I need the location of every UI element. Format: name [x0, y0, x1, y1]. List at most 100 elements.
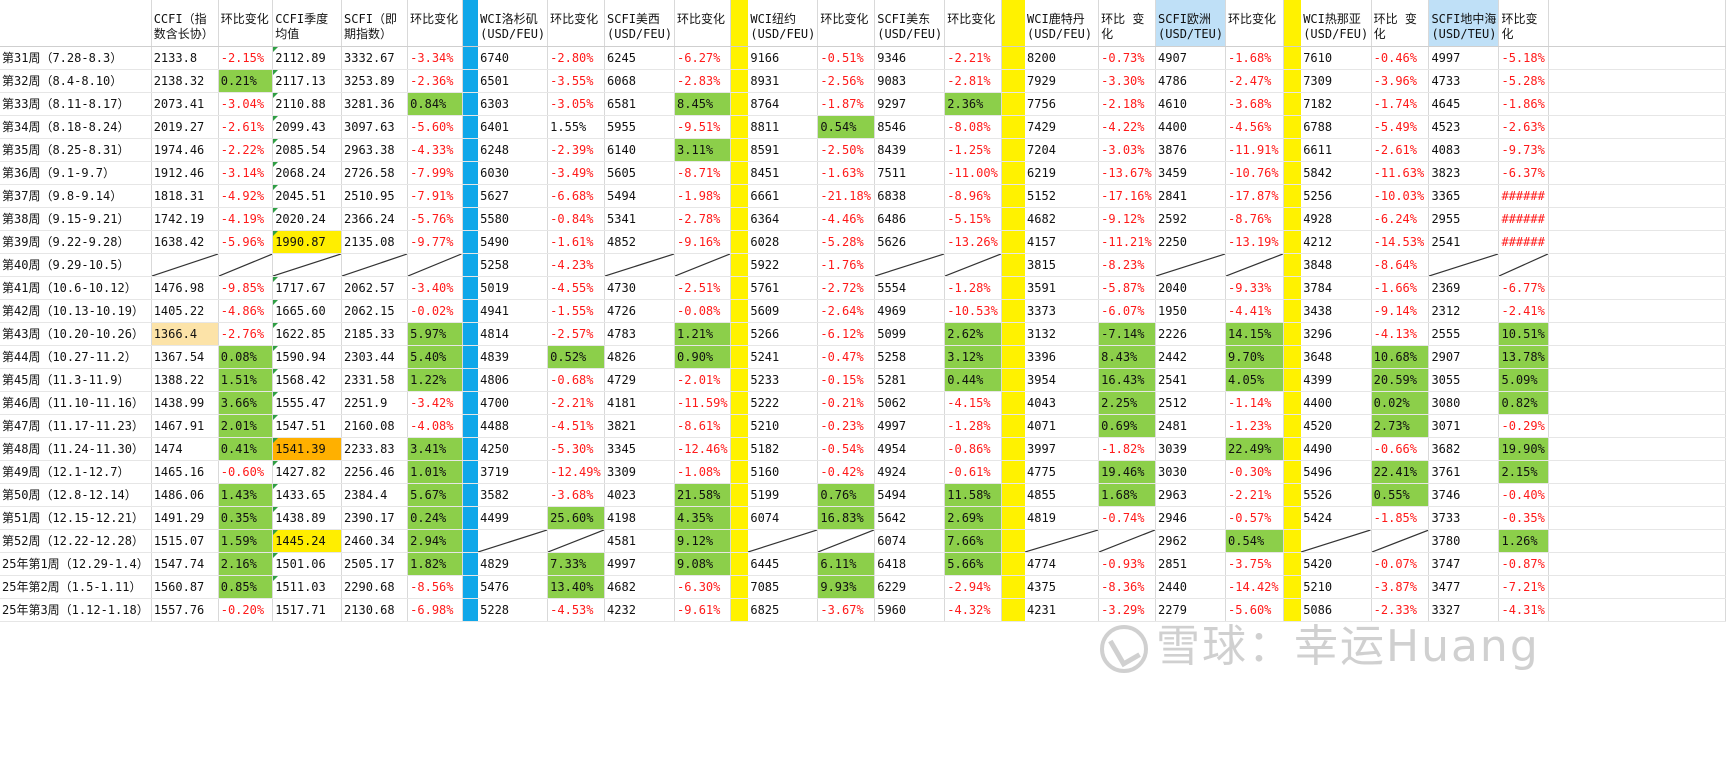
week-label-cell[interactable]: 第35周（8.25-8.31） — [0, 138, 152, 162]
change-cell[interactable]: 8.45% — [674, 92, 731, 116]
empty-slashed-cell[interactable] — [1025, 529, 1100, 553]
value-cell[interactable]: 6074 — [874, 529, 946, 553]
value-cell[interactable]: 1501.06 — [272, 552, 343, 576]
value-cell[interactable]: 4520 — [1301, 414, 1372, 438]
change-cell[interactable]: -0.47% — [817, 345, 876, 369]
value-cell[interactable]: 3747 — [1428, 552, 1500, 576]
week-label-cell[interactable]: 25年第2周（1.5-1.11） — [0, 575, 152, 599]
value-cell[interactable]: 5228 — [478, 598, 549, 622]
value-cell[interactable]: 3719 — [478, 460, 549, 484]
value-cell[interactable]: 3648 — [1301, 345, 1372, 369]
value-cell[interactable]: 4806 — [478, 368, 549, 392]
change-cell[interactable]: -3.03% — [1098, 138, 1157, 162]
change-cell[interactable]: -3.05% — [547, 92, 606, 116]
change-cell[interactable]: -9.85% — [218, 276, 274, 300]
change-cell[interactable]: -2.57% — [547, 322, 606, 346]
value-cell[interactable]: 5019 — [478, 276, 549, 300]
value-cell[interactable]: 4726 — [604, 299, 676, 323]
change-cell[interactable]: -7.21% — [1498, 575, 1550, 599]
change-cell[interactable]: 1.51% — [218, 368, 274, 392]
value-cell[interactable]: 2312 — [1428, 299, 1500, 323]
change-cell[interactable]: 25.60% — [547, 506, 606, 530]
change-cell[interactable]: -21.18% — [817, 184, 876, 208]
change-cell[interactable]: -0.66% — [1371, 437, 1430, 461]
change-cell[interactable]: 4.35% — [674, 506, 731, 530]
empty-slashed-cell[interactable] — [547, 529, 606, 553]
value-cell[interactable]: 1557.76 — [151, 598, 219, 622]
column-header[interactable]: WCI洛杉矶(USD/FEU) — [478, 0, 549, 47]
change-cell[interactable]: 1.21% — [674, 322, 731, 346]
value-cell[interactable]: 4969 — [874, 299, 946, 323]
value-cell[interactable]: 4814 — [478, 322, 549, 346]
value-cell[interactable]: 1912.46 — [151, 161, 219, 185]
change-cell[interactable]: -17.16% — [1098, 184, 1157, 208]
change-cell[interactable]: -4.19% — [218, 207, 274, 231]
value-cell[interactable]: 2117.13 — [272, 69, 343, 93]
change-cell[interactable]: -2.01% — [674, 368, 731, 392]
value-cell[interactable]: 4023 — [604, 483, 676, 507]
value-cell[interactable]: 4730 — [604, 276, 676, 300]
value-cell[interactable]: 4400 — [1155, 115, 1227, 139]
value-cell[interactable]: 5526 — [1301, 483, 1372, 507]
value-cell[interactable]: 1474 — [151, 437, 219, 461]
change-cell[interactable]: 0.90% — [674, 345, 731, 369]
value-cell[interactable]: 6501 — [478, 69, 549, 93]
value-cell[interactable]: 2592 — [1155, 207, 1227, 231]
value-cell[interactable]: 7085 — [748, 575, 819, 599]
value-cell[interactable]: 3733 — [1428, 506, 1500, 530]
change-cell[interactable]: -4.33% — [407, 138, 463, 162]
value-cell[interactable] — [1548, 69, 1726, 93]
change-cell[interactable]: -11.63% — [1371, 161, 1430, 185]
week-label-cell[interactable]: 第38周（9.15-9.21） — [0, 207, 152, 231]
value-cell[interactable]: 4083 — [1428, 138, 1500, 162]
change-cell[interactable]: -6.37% — [1498, 161, 1550, 185]
value-cell[interactable]: 5842 — [1301, 161, 1372, 185]
change-cell[interactable]: -6.30% — [674, 575, 731, 599]
change-cell[interactable]: -17.87% — [1225, 184, 1284, 208]
value-cell[interactable]: 2366.24 — [341, 207, 409, 231]
value-cell[interactable]: 4250 — [478, 437, 549, 461]
value-cell[interactable]: 2390.17 — [341, 506, 409, 530]
change-cell[interactable]: -5.87% — [1098, 276, 1157, 300]
value-cell[interactable]: 2963.38 — [341, 138, 409, 162]
change-cell[interactable]: -2.81% — [944, 69, 1003, 93]
change-cell[interactable]: -0.93% — [1098, 552, 1157, 576]
change-cell[interactable]: -3.30% — [1098, 69, 1157, 93]
value-cell[interactable]: 4157 — [1025, 230, 1100, 254]
change-cell[interactable]: 1.59% — [218, 529, 274, 553]
value-cell[interactable] — [1548, 230, 1726, 254]
value-cell[interactable]: 5761 — [748, 276, 819, 300]
value-cell[interactable]: 4645 — [1428, 92, 1500, 116]
value-cell[interactable]: 5258 — [478, 253, 549, 277]
change-cell[interactable]: -3.04% — [218, 92, 274, 116]
change-cell[interactable]: 9.70% — [1225, 345, 1284, 369]
empty-slashed-cell[interactable] — [341, 253, 409, 277]
value-cell[interactable] — [1548, 46, 1726, 70]
change-cell[interactable]: -1.08% — [674, 460, 731, 484]
change-cell[interactable]: -4.41% — [1225, 299, 1284, 323]
week-label-cell[interactable]: 第37周（9.8-9.14） — [0, 184, 152, 208]
header-corner-cell[interactable] — [0, 0, 152, 47]
value-cell[interactable]: 1547.51 — [272, 414, 343, 438]
value-cell[interactable]: 1445.24 — [272, 529, 343, 553]
change-cell[interactable]: -3.14% — [218, 161, 274, 185]
value-cell[interactable]: 5062 — [874, 391, 946, 415]
value-cell[interactable]: 2946 — [1155, 506, 1227, 530]
value-cell[interactable]: 3396 — [1025, 345, 1100, 369]
change-cell[interactable]: -13.26% — [944, 230, 1003, 254]
change-cell[interactable]: -7.99% — [407, 161, 463, 185]
empty-slashed-cell[interactable] — [874, 253, 946, 277]
value-cell[interactable]: 2256.46 — [341, 460, 409, 484]
value-cell[interactable]: 7756 — [1025, 92, 1100, 116]
change-cell[interactable]: -12.46% — [674, 437, 731, 461]
value-cell[interactable] — [1548, 207, 1726, 231]
change-cell[interactable]: -2.78% — [674, 207, 731, 231]
value-cell[interactable]: 5210 — [748, 414, 819, 438]
week-label-cell[interactable]: 第44周（10.27-11.2） — [0, 345, 152, 369]
value-cell[interactable]: 5605 — [604, 161, 676, 185]
change-cell[interactable]: 9.93% — [817, 575, 876, 599]
value-cell[interactable]: 1367.54 — [151, 345, 219, 369]
change-cell[interactable]: 10.51% — [1498, 322, 1550, 346]
value-cell[interactable]: 6740 — [478, 46, 549, 70]
empty-slashed-cell[interactable] — [151, 253, 219, 277]
